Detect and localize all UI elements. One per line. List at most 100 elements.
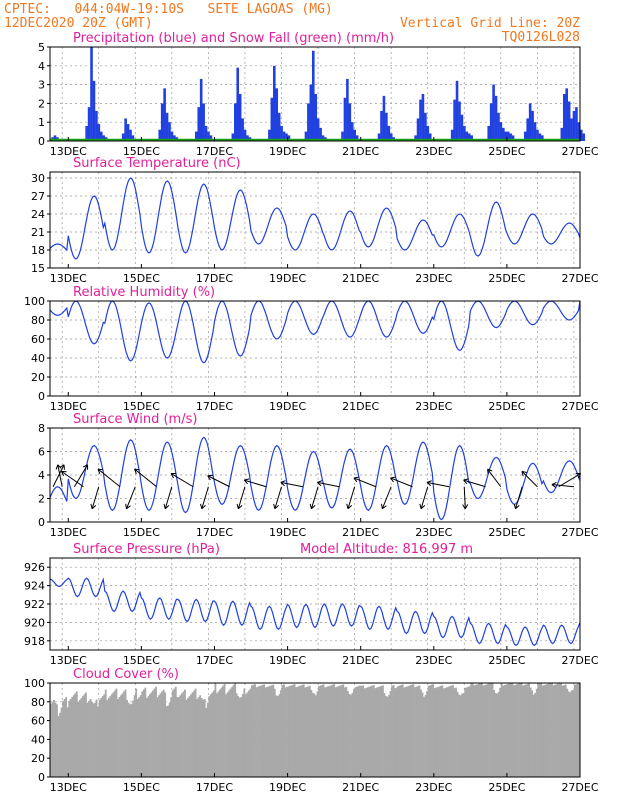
cloud-bar (101, 696, 104, 777)
cloud-bar (205, 708, 208, 777)
cloud-bar (522, 685, 524, 777)
cloud-bar (255, 687, 258, 777)
cloud-bar (180, 693, 183, 777)
cloud-bar (158, 695, 160, 777)
cloud-bar (494, 692, 497, 777)
cloud-bar (337, 686, 340, 777)
cloud-bar (552, 685, 555, 777)
cloud-bar (499, 687, 502, 777)
precip-bar (509, 133, 512, 141)
header-vertical-grid: Vertical Grid Line: 20Z (400, 16, 580, 31)
cloud-bar (135, 688, 138, 777)
panel-cloud: Cloud Cover (%) 0 20 40 60 80 100 13DEC 15DEC 17D… (24, 667, 599, 794)
wind-title: Surface Wind (m/s) (73, 412, 197, 427)
cloud-bar (493, 690, 496, 777)
cloud-bar (409, 685, 412, 777)
cloud-bar (558, 683, 561, 777)
cloud-bar (91, 701, 93, 777)
wind-vector-head (207, 474, 213, 481)
precip-ytick-label: 1 (38, 116, 45, 129)
precip-xtick-label: 21DEC (342, 145, 379, 158)
precip-bar (343, 97, 347, 141)
cloud-bar (394, 688, 397, 777)
cloud-bar (148, 694, 151, 777)
precip-xtick-label: 19DEC (269, 145, 306, 158)
precip-bar (497, 112, 500, 141)
cloud-bar (497, 691, 500, 777)
precip-bar (90, 47, 93, 141)
cloud-ytick-label: 40 (31, 733, 45, 746)
cloud-bar (261, 684, 264, 777)
cloud-bar (208, 696, 211, 777)
cloud-bar (517, 683, 520, 777)
cloud-bar (322, 684, 325, 777)
cloud-bar (360, 685, 363, 777)
cloud-bar (103, 694, 106, 777)
cloud-bar (537, 683, 540, 777)
cloud-bar (53, 699, 55, 777)
wind-frame (49, 427, 581, 523)
cloud-bar (222, 685, 224, 777)
wind-vector (126, 486, 136, 509)
cloud-bar (104, 689, 107, 777)
cloud-bar (464, 687, 467, 777)
wind-vector (91, 486, 100, 509)
cloud-bar (150, 692, 153, 777)
cloud-bar (325, 686, 328, 777)
precip-bar (158, 129, 162, 141)
wind-vector (521, 470, 538, 488)
pres-xtick-label: 27DEC (561, 654, 598, 667)
precip-bar (236, 67, 240, 141)
cloud-bar (374, 688, 377, 777)
rh-xtick-label: 25DEC (488, 400, 525, 413)
cloud-bar (331, 684, 334, 777)
precip-bar (389, 133, 393, 141)
cloud-bar (573, 684, 576, 777)
cloud-bar (541, 685, 544, 777)
precip-bar (280, 125, 283, 141)
cloud-bar (98, 699, 101, 777)
temp-xtick-label: 23DEC (415, 272, 452, 285)
cloud-bar (177, 697, 180, 777)
cloud-bar (354, 687, 357, 777)
cloud-bar (194, 688, 197, 777)
cloud-bar (132, 700, 135, 777)
cloud-bar (491, 683, 494, 777)
cloud-bar (397, 686, 400, 777)
cloud-ytick-label: 100 (24, 677, 45, 690)
cloud-bar (63, 698, 66, 777)
precip-bar (426, 125, 430, 141)
precip-bar (99, 131, 103, 141)
precip-bar (243, 129, 247, 141)
wind-ytick-label: 2 (38, 493, 45, 506)
wind-vector (52, 464, 65, 487)
cloud-bar (225, 694, 227, 777)
cloud-bar (86, 702, 89, 777)
cloud-bar (502, 685, 505, 777)
cloud-xtick-label: 13DEC (50, 781, 87, 794)
rh-ytick-label: 20 (31, 371, 45, 384)
cloud-bar (155, 686, 157, 777)
cloud-bar (445, 687, 448, 777)
cloud-bar (453, 688, 456, 777)
pres-ytick-label: 924 (24, 580, 45, 593)
cloud-bar (308, 685, 311, 777)
precip-bar (382, 95, 386, 141)
cloud-bar (572, 690, 575, 777)
cloud-bar (343, 687, 346, 777)
pres-ytick-label: 918 (24, 635, 45, 648)
cloud-bar (488, 683, 491, 777)
wind-vector (57, 464, 63, 487)
cloud-bar (289, 685, 291, 777)
cloud-bar (418, 685, 421, 777)
cloud-bar (340, 684, 343, 777)
cloud-bar (508, 683, 511, 777)
precip-bar (160, 103, 164, 141)
precip-bar (565, 88, 568, 141)
wind-vector-head (419, 503, 426, 510)
precip-bar (195, 131, 198, 141)
precip-ytick-label: 0 (38, 135, 45, 148)
cloud-bar (512, 685, 515, 777)
cloud-bar (546, 683, 549, 777)
precip-bar (416, 118, 420, 141)
